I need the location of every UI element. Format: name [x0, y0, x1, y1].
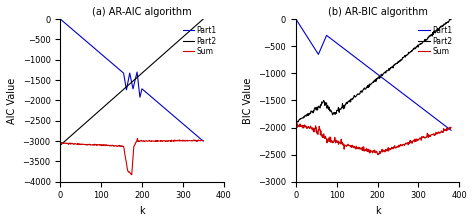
Part2	[201, 18, 206, 21]
Sum	[135, 137, 140, 140]
Sum	[336, 142, 342, 145]
Sum	[394, 145, 400, 148]
Line: Part2: Part2	[296, 19, 451, 123]
Sum	[179, 139, 184, 142]
Part1	[299, 27, 305, 30]
Line: Part1: Part1	[296, 19, 451, 130]
Legend: Part1, Part2, Sum: Part1, Part2, Sum	[180, 23, 220, 59]
Part2	[393, 62, 399, 65]
Sum	[130, 151, 136, 153]
Part1	[201, 140, 206, 142]
Part2	[178, 38, 183, 40]
Legend: Part1, Part2, Sum: Part1, Part2, Sum	[415, 23, 456, 59]
Sum	[115, 145, 120, 148]
Part1	[448, 129, 454, 132]
Sum	[392, 147, 398, 149]
Title: (a) AR-AIC algorithm: (a) AR-AIC algorithm	[92, 7, 192, 17]
Sum	[124, 167, 130, 170]
Sum	[57, 141, 63, 144]
Sum	[293, 124, 299, 127]
Sum	[186, 139, 191, 142]
Part1	[130, 88, 136, 90]
Sum	[316, 129, 322, 132]
Part1	[293, 18, 299, 21]
Title: (b) AR-BIC algorithm: (b) AR-BIC algorithm	[328, 7, 428, 17]
X-axis label: k: k	[139, 206, 145, 216]
Part2	[124, 85, 130, 87]
Part2	[414, 45, 419, 48]
Part2	[299, 117, 305, 120]
Part1	[57, 18, 63, 21]
Part1	[393, 87, 399, 90]
Part2	[448, 18, 454, 21]
Part2	[125, 85, 130, 87]
Part1	[185, 127, 191, 130]
Y-axis label: AIC Value: AIC Value	[7, 77, 17, 124]
Line: Sum: Sum	[296, 123, 451, 155]
Part1	[115, 67, 120, 69]
Sum	[294, 121, 300, 124]
Part2	[293, 122, 299, 124]
Part2	[447, 18, 453, 21]
Sum	[128, 173, 134, 176]
Part2	[336, 106, 341, 109]
Sum	[201, 139, 206, 142]
Part1	[336, 43, 341, 46]
Y-axis label: BIC Value: BIC Value	[243, 77, 253, 124]
Part1	[414, 103, 419, 105]
Part2	[185, 31, 191, 34]
Sum	[125, 169, 130, 172]
Line: Sum: Sum	[60, 138, 203, 175]
Part1	[316, 53, 321, 56]
Part2	[130, 80, 136, 83]
Line: Part2: Part2	[60, 19, 203, 145]
X-axis label: k: k	[375, 206, 380, 216]
Part1	[178, 121, 183, 123]
Part1	[124, 84, 130, 87]
Sum	[375, 153, 381, 156]
Part2	[115, 93, 120, 96]
Sum	[415, 139, 420, 142]
Sum	[448, 126, 454, 129]
Sum	[300, 127, 305, 129]
Line: Part1: Part1	[60, 19, 203, 141]
Part2	[57, 144, 63, 147]
Part2	[392, 64, 398, 67]
Part1	[392, 86, 398, 89]
Part1	[125, 82, 130, 85]
Part2	[316, 105, 321, 107]
